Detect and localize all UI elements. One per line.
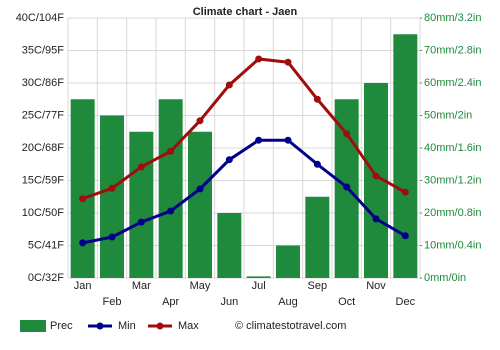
y-tick-label: 0C/32F xyxy=(28,272,64,284)
bar xyxy=(276,245,300,278)
bar xyxy=(158,99,183,278)
y-tick-label: 40C/104F xyxy=(16,12,65,24)
y2-tick-label: 30mm/1.2in xyxy=(424,174,481,186)
bar xyxy=(393,34,418,278)
y-tick-label: 20C/68F xyxy=(22,142,64,154)
marker xyxy=(167,207,175,215)
y-tick-label: 25C/77F xyxy=(22,109,64,121)
x-tick-label: Mar xyxy=(132,280,151,292)
y-tick-label: 10C/50F xyxy=(22,207,64,219)
marker xyxy=(284,136,292,144)
chart-title: Climate chart - Jaen xyxy=(193,6,298,18)
y2-tick-label: 0mm/0in xyxy=(424,272,466,284)
legend-swatch xyxy=(20,320,46,332)
bar xyxy=(305,196,330,278)
legend-label: Min xyxy=(118,320,136,332)
bar xyxy=(70,99,95,278)
marker xyxy=(313,160,321,168)
y-tick-label: 5C/41F xyxy=(28,239,64,251)
x-tick-label: Dec xyxy=(396,296,416,308)
marker xyxy=(137,163,145,171)
marker xyxy=(372,172,380,180)
marker xyxy=(137,218,145,226)
marker xyxy=(108,233,116,241)
y-tick-label: 15C/59F xyxy=(22,174,64,186)
y2-tick-label: 80mm/3.2in xyxy=(424,12,481,24)
x-tick-label: Apr xyxy=(162,296,179,308)
bar xyxy=(100,115,124,278)
credit: © climatestotravel.com xyxy=(235,320,346,332)
marker xyxy=(255,55,263,63)
x-tick-label: Jan xyxy=(74,280,92,292)
y2-tick-label: 60mm/2.4in xyxy=(424,77,481,89)
x-tick-label: Feb xyxy=(103,296,122,308)
line xyxy=(82,138,407,245)
y2-tick-label: 50mm/2in xyxy=(424,109,472,121)
bar xyxy=(188,131,212,278)
y2-tick-label: 70mm/2.8in xyxy=(424,44,481,56)
x-tick-label: Nov xyxy=(366,280,386,292)
marker xyxy=(79,195,87,203)
marker xyxy=(167,147,175,155)
y2-tick-label: 20mm/0.8in xyxy=(424,207,481,219)
x-tick-label: May xyxy=(190,280,211,292)
marker xyxy=(343,130,351,138)
legend-swatch xyxy=(96,322,104,330)
marker xyxy=(79,239,87,247)
y-tick-label: 35C/95F xyxy=(22,44,64,56)
legend-label: Max xyxy=(178,320,199,332)
marker xyxy=(225,81,233,89)
bar xyxy=(246,276,271,278)
bar xyxy=(217,213,242,278)
marker xyxy=(255,136,263,144)
marker xyxy=(343,183,351,191)
legend-swatch xyxy=(156,322,164,330)
marker xyxy=(401,232,409,240)
x-tick-label: Oct xyxy=(338,296,355,308)
marker xyxy=(196,185,204,193)
line xyxy=(82,57,407,201)
marker xyxy=(108,184,116,192)
bar xyxy=(129,131,154,278)
x-tick-label: Aug xyxy=(278,296,298,308)
y2-tick-label: 40mm/1.6in xyxy=(424,142,481,154)
marker xyxy=(313,95,321,103)
marker xyxy=(196,117,204,125)
marker xyxy=(401,188,409,196)
marker xyxy=(372,215,380,223)
x-tick-label: Jun xyxy=(220,296,238,308)
marker xyxy=(225,156,233,164)
x-tick-label: Jul xyxy=(252,280,266,292)
y2-tick-label: 10mm/0.4in xyxy=(424,239,481,251)
marker xyxy=(284,58,292,66)
x-tick-label: Sep xyxy=(308,280,328,292)
legend-label: Prec xyxy=(50,320,73,332)
y-tick-label: 30C/86F xyxy=(22,77,64,89)
